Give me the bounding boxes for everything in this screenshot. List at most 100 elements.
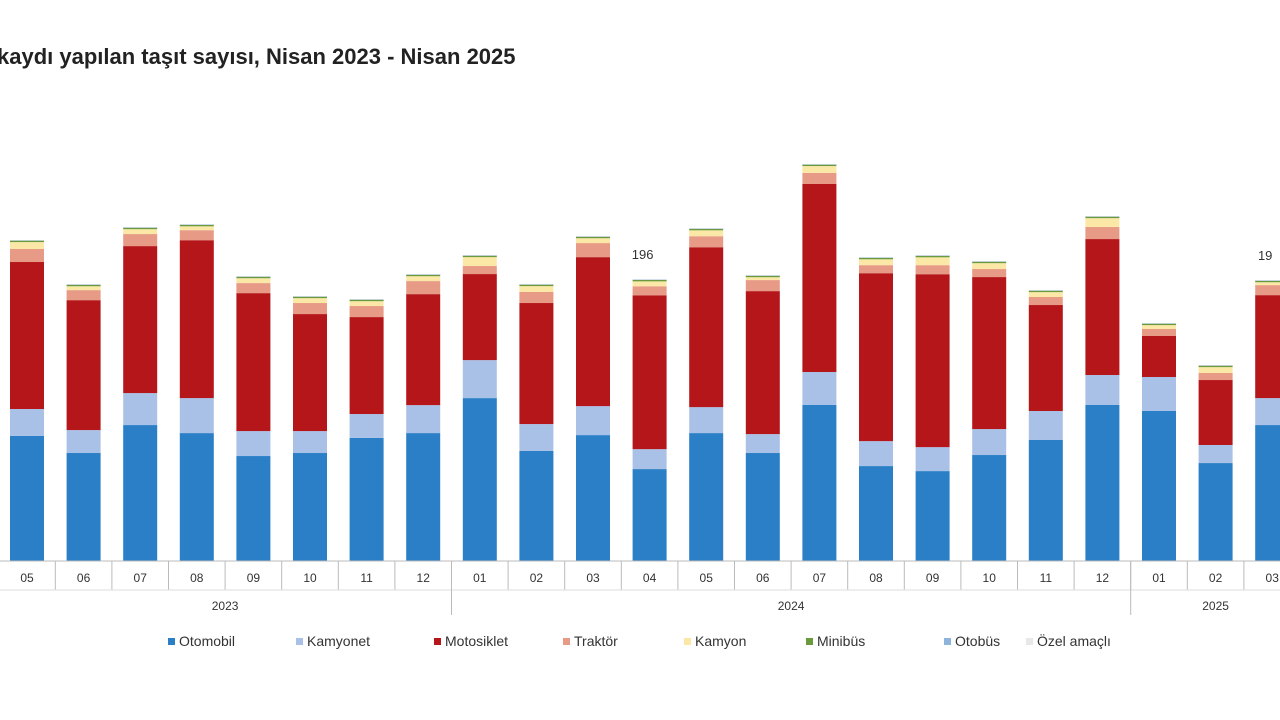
x-tick-label: 11 [360, 571, 373, 585]
bar-segment-otomobil [179, 433, 214, 561]
bar-segment-traktr [1198, 373, 1233, 381]
legend-label: Özel amaçlı [1037, 633, 1111, 649]
bar-segment-traktr [179, 230, 214, 241]
bar-segment-otobs [632, 279, 667, 281]
x-tick-label: 04 [643, 571, 657, 585]
bar-segment-otomobil [802, 404, 837, 561]
legend-swatch [806, 637, 813, 645]
bar-segment-zelamal [406, 274, 441, 275]
bar-segment-zelamal [576, 236, 610, 237]
legend-label: Kamyonet [307, 633, 371, 649]
bar-segment-zelamal [689, 228, 724, 229]
bar-segment-minibs [236, 276, 271, 279]
bar-segment-traktr [123, 234, 158, 247]
bar-segment-traktr [349, 306, 384, 318]
bar-segment-traktr [802, 172, 837, 185]
bar-segment-zelamal [462, 254, 497, 256]
bar-segment-otobs [1198, 365, 1233, 366]
x-tick-label: 09 [926, 571, 940, 585]
x-tick-label: 10 [303, 571, 317, 585]
bar-segment-motosiklet [802, 184, 837, 372]
bar-segment-otobs [519, 284, 554, 285]
bar-segment-motosiklet [1028, 305, 1063, 412]
bar-segment-traktr [1142, 328, 1176, 337]
bar-segment-kamyon [689, 230, 724, 237]
bar-segment-minibs [123, 227, 158, 230]
bar-segment-kamyon [519, 286, 554, 292]
bar-segment-otobs [179, 224, 214, 225]
bar-segment-otomobil [1255, 425, 1280, 561]
bar-segment-otomobil [349, 437, 384, 561]
bar-segment-kamyonet [802, 371, 837, 405]
bar-segment-kamyon [632, 281, 667, 287]
bar-segment-otomobil [689, 433, 724, 561]
bar-segment-kamyonet [519, 424, 554, 452]
bar-segment-traktr [632, 286, 667, 296]
bar-segment-traktr [406, 281, 441, 295]
x-tick-label: 05 [700, 571, 714, 585]
bar-segment-kamyonet [10, 408, 44, 436]
bar-segment-otomobil [632, 469, 667, 561]
bar-segment-minibs [1198, 365, 1233, 368]
bar-segment-zelamal [349, 299, 384, 300]
bar-segment-otomobil [1198, 463, 1233, 561]
bar-segment-kamyonet [1255, 398, 1280, 426]
bar-segment-minibs [66, 284, 101, 287]
bar-segment-otomobil [462, 398, 497, 561]
bar-segment-kamyonet [179, 398, 214, 434]
bar-segment-kamyonet [1028, 411, 1063, 440]
bar-segment-kamyonet [859, 441, 893, 467]
x-tick-label: 09 [247, 571, 261, 585]
bar-segment-zelamal [1255, 280, 1280, 281]
stacked-bar-chart: 05 06 07 08 09 10 11 12 01 02 03 04 05 06 07 08 09 10 11 12… [0, 163, 1280, 615]
bar-segment-kamyon [236, 278, 271, 284]
bar-segment-otobs [802, 164, 837, 165]
bar-segment-zelamal [632, 279, 667, 280]
bar-segment-traktr [10, 248, 44, 263]
bar-segment-kamyon [123, 229, 158, 235]
bar-segment-otobs [1085, 216, 1120, 217]
bar-segment-otobs [406, 274, 441, 275]
bar-segment-kamyon [1198, 367, 1233, 374]
x-tick-label: 02 [530, 571, 544, 585]
legend-label: Kamyon [695, 633, 747, 649]
x-tick-label: 03 [586, 571, 600, 585]
bar-segment-zelamal [915, 255, 950, 256]
year-label: 2024 [778, 599, 805, 613]
x-tick-label: 08 [190, 571, 204, 585]
legend: Otomobil Kamyonet Motosiklet Traktör Kamyon M… [0, 633, 1280, 653]
bar-segment-traktr [972, 269, 1007, 278]
bar-segment-traktr [915, 265, 950, 275]
bar-segment-motosiklet [1085, 239, 1120, 376]
bar-segment-otomobil [972, 455, 1007, 561]
bar-segment-minibs [1142, 323, 1176, 326]
bar-segment-motosiklet [293, 314, 327, 432]
bar-segment-motosiklet [462, 274, 497, 361]
bar-segment-motosiklet [236, 293, 271, 432]
bar-segment-otobs [123, 227, 158, 228]
bar-segment-traktr [66, 290, 101, 301]
bar-segment-minibs [519, 284, 554, 287]
bar-segment-otobs [236, 276, 271, 277]
legend-item: Kamyonet [296, 633, 370, 649]
bar-segment-kamyonet [236, 431, 271, 457]
bar-segment-kamyonet [689, 407, 724, 434]
year-label: 2025 [1202, 599, 1229, 613]
bar-segment-kamyonet [349, 414, 384, 438]
bar-segment-otobs [1255, 280, 1280, 281]
x-tick-label: 07 [813, 571, 827, 585]
bar-segment-kamyonet [745, 434, 780, 454]
bar-segment-zelamal [859, 257, 893, 258]
x-tick-label: 08 [869, 571, 883, 585]
bar-segment-kamyon [462, 257, 497, 267]
legend-swatch [296, 637, 303, 645]
bar-segment-motosiklet [689, 247, 724, 408]
bar-segment-traktr [293, 303, 327, 315]
bar-segment-zelamal [745, 275, 780, 276]
x-tick-label: 01 [473, 571, 487, 585]
bar-segment-otobs [859, 257, 893, 258]
bar-segment-kamyonet [406, 405, 441, 434]
legend-item: Minibüs [806, 633, 865, 649]
bar-segment-motosiklet [745, 291, 780, 435]
bar-segment-minibs [406, 274, 441, 277]
